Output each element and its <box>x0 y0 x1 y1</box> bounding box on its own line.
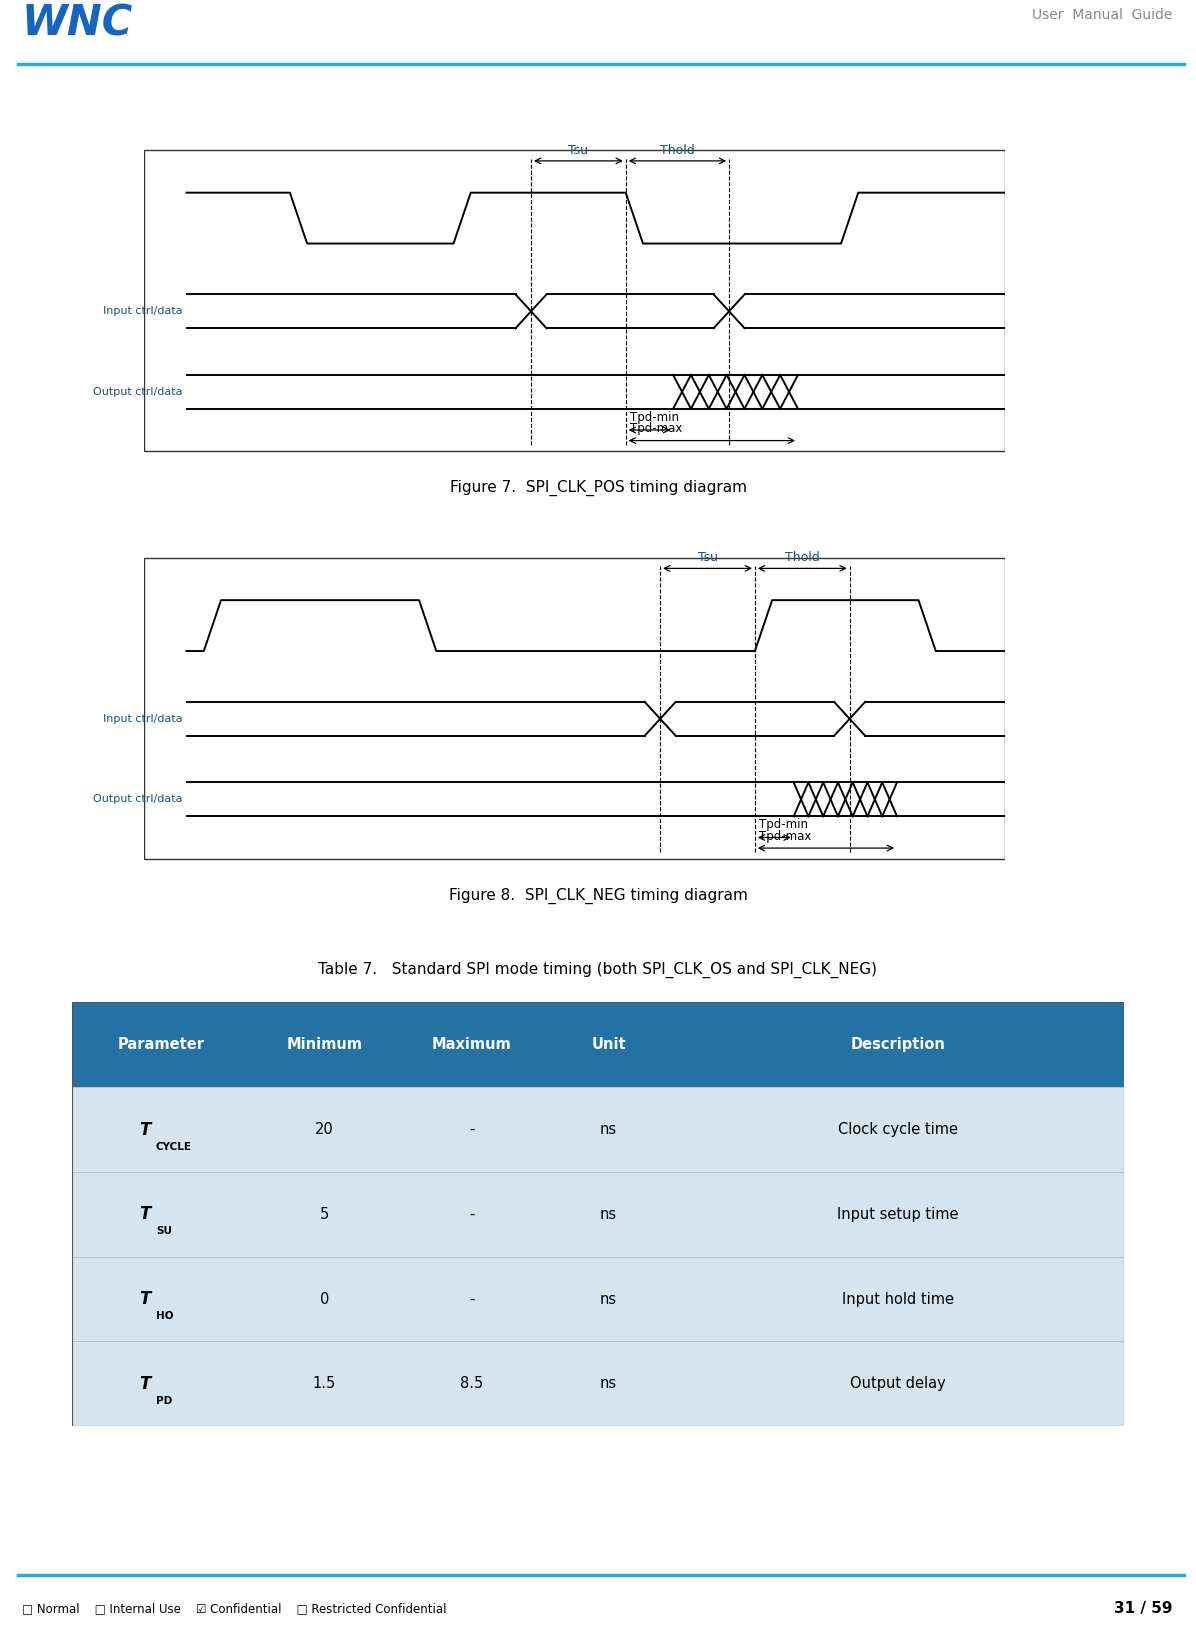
Bar <box>72 1341 1124 1426</box>
Text: WNC: WNC <box>22 3 133 46</box>
Bar <box>72 1257 1124 1341</box>
Text: HO: HO <box>155 1311 173 1320</box>
Bar <box>72 1087 1124 1172</box>
Text: 8.5: 8.5 <box>460 1376 483 1392</box>
Text: Minimum: Minimum <box>286 1037 362 1053</box>
Text: -: - <box>469 1291 475 1307</box>
Text: 1.5: 1.5 <box>312 1376 336 1392</box>
Text: Tpd-min: Tpd-min <box>630 411 679 424</box>
Text: ns: ns <box>600 1121 617 1138</box>
Text: CYCLE: CYCLE <box>155 1141 193 1151</box>
Text: Tsu: Tsu <box>568 143 588 156</box>
Text: T: T <box>139 1205 151 1224</box>
Text: Output delay: Output delay <box>850 1376 946 1392</box>
Text: ns: ns <box>600 1206 617 1222</box>
Text: PD: PD <box>155 1395 172 1405</box>
Text: Output ctrl/data: Output ctrl/data <box>93 386 182 396</box>
Text: Clock cycle time: Clock cycle time <box>838 1121 958 1138</box>
Text: Input setup time: Input setup time <box>837 1206 959 1222</box>
Text: SU: SU <box>155 1226 172 1236</box>
Text: Figure 8.  SPI_CLK_NEG timing diagram: Figure 8. SPI_CLK_NEG timing diagram <box>448 888 748 903</box>
Text: Parameter: Parameter <box>117 1037 205 1053</box>
Text: Input hold time: Input hold time <box>842 1291 954 1307</box>
Text: Unit: Unit <box>591 1037 626 1053</box>
Text: □ Normal    □ Internal Use    ☑ Confidential    □ Restricted Confidential: □ Normal □ Internal Use ☑ Confidential □… <box>22 1602 446 1615</box>
Text: Maximum: Maximum <box>432 1037 512 1053</box>
Text: 31 / 59: 31 / 59 <box>1113 1601 1172 1615</box>
Text: T: T <box>139 1289 151 1309</box>
Text: Tpd-max: Tpd-max <box>630 422 683 435</box>
Text: User  Manual  Guide: User Manual Guide <box>1032 8 1172 23</box>
Text: Tpd-min: Tpd-min <box>759 818 808 831</box>
Text: ns: ns <box>600 1376 617 1392</box>
Text: Output ctrl/data: Output ctrl/data <box>93 794 182 804</box>
Text: Input ctrl/data: Input ctrl/data <box>103 306 182 316</box>
Text: Input ctrl/data: Input ctrl/data <box>103 714 182 724</box>
Text: ns: ns <box>600 1291 617 1307</box>
Bar <box>72 1172 1124 1257</box>
Text: T: T <box>139 1120 151 1139</box>
Text: Table 7.   Standard SPI mode timing (both SPI_CLK_OS and SPI_CLK_NEG): Table 7. Standard SPI mode timing (both … <box>318 962 878 978</box>
Text: 0: 0 <box>319 1291 329 1307</box>
Text: Tpd-max: Tpd-max <box>759 830 812 843</box>
Bar <box>72 1002 1124 1087</box>
Text: 20: 20 <box>315 1121 334 1138</box>
Text: -: - <box>469 1121 475 1138</box>
Text: Thold: Thold <box>660 143 695 156</box>
Text: 5: 5 <box>319 1206 329 1222</box>
Text: Description: Description <box>850 1037 945 1053</box>
Text: T: T <box>139 1374 151 1394</box>
Text: -: - <box>469 1206 475 1222</box>
Text: Tsu: Tsu <box>697 551 718 564</box>
Text: Figure 7.  SPI_CLK_POS timing diagram: Figure 7. SPI_CLK_POS timing diagram <box>450 481 746 496</box>
Text: Thold: Thold <box>785 551 819 564</box>
